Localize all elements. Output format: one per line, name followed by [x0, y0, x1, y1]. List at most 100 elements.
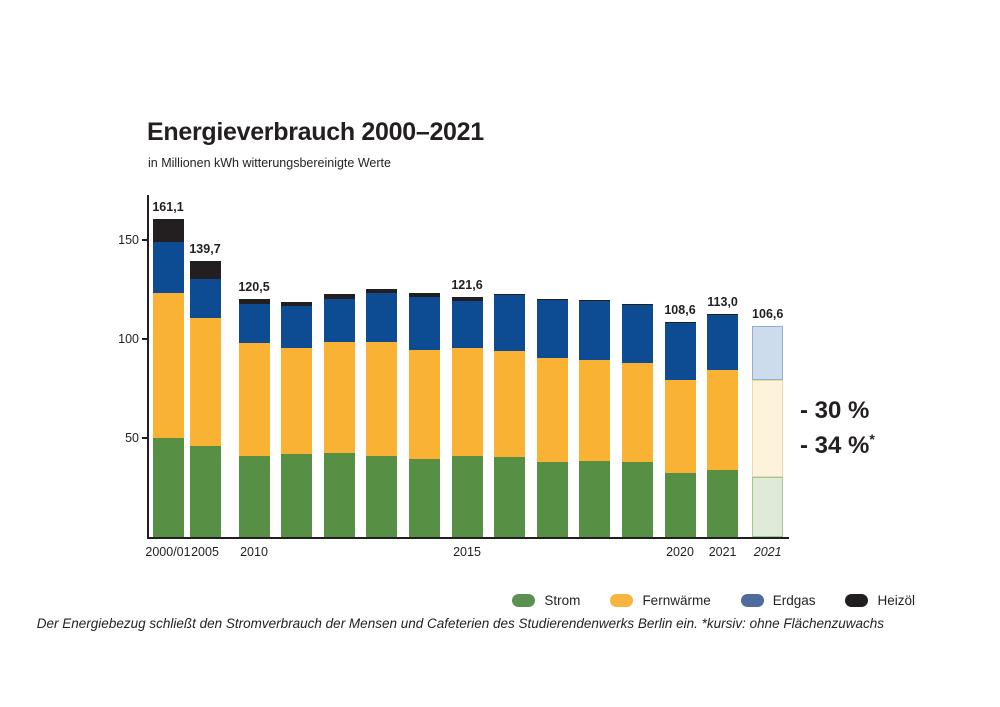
segment-heizöl — [621, 303, 653, 305]
segment-fernwärme — [238, 342, 270, 456]
segment-erdgas — [451, 301, 483, 349]
bar-2019 — [621, 303, 653, 537]
segment-erdgas — [152, 242, 184, 293]
bar-value-label: 106,6 — [752, 307, 784, 322]
x-axis-label-2015: 2015 — [453, 545, 481, 559]
bar-value-label: 120,5 — [238, 279, 270, 294]
segment-strom — [536, 462, 568, 537]
bar-value-label: 108,6 — [664, 303, 696, 318]
y-axis-tick — [142, 338, 149, 341]
segment-strom — [189, 446, 221, 537]
segment-strom — [494, 457, 526, 537]
segment-fernwärme — [536, 357, 568, 463]
bar-2016 — [494, 294, 526, 537]
legend-item-fernwärme: Fernwärme — [610, 593, 711, 608]
legend-swatch-icon — [740, 594, 764, 607]
chart-subtitle: in Millionen kWh witterungsbereinigte We… — [148, 156, 391, 170]
segment-fernwärme — [189, 318, 221, 447]
bar-value-label: 161,1 — [152, 199, 184, 214]
segment-fernwärme — [752, 379, 784, 477]
bar-2014 — [408, 292, 440, 537]
legend-label: Strom — [544, 593, 581, 608]
bar-2012 — [323, 294, 355, 537]
segment-heizöl — [408, 292, 440, 298]
segment-fernwärme — [451, 348, 483, 456]
y-axis-tick — [142, 239, 149, 242]
reduction-line-1: - 30 % — [800, 397, 870, 424]
bar-value-label: 139,7 — [189, 241, 221, 256]
x-axis-label-2000-01: 2000/01 — [145, 545, 191, 559]
legend-label: Erdgas — [772, 593, 816, 608]
segment-heizöl — [323, 294, 355, 299]
segment-heizöl — [281, 301, 313, 307]
segment-strom — [323, 452, 355, 537]
segment-strom — [408, 458, 440, 537]
bar-2020 — [664, 322, 696, 537]
segment-strom — [707, 469, 739, 537]
segment-heizöl — [536, 299, 568, 300]
segment-erdgas — [323, 299, 355, 342]
segment-strom — [152, 438, 184, 537]
segment-heizöl — [664, 322, 696, 324]
segment-strom — [752, 476, 784, 537]
segment-erdgas — [579, 300, 611, 361]
segment-erdgas — [664, 323, 696, 381]
segment-fernwärme — [323, 341, 355, 453]
bar-2015 — [451, 296, 483, 537]
legend-item-erdgas: Erdgas — [740, 593, 816, 608]
legend-swatch-icon — [512, 594, 536, 607]
bar-value-label: 121,6 — [451, 277, 483, 292]
bar-2018 — [579, 300, 611, 537]
legend-label: Heizöl — [877, 593, 915, 608]
legend-label: Fernwärme — [642, 593, 711, 608]
plot-area: 50 100 150 161,1 139,7 120,5 121,6 108,6 113,0 10… — [118, 195, 789, 559]
segment-erdgas — [752, 326, 784, 380]
segment-fernwärme — [366, 342, 398, 456]
segment-fernwärme — [579, 360, 611, 462]
legend-item-strom: Strom — [512, 593, 580, 608]
segment-heizöl — [152, 218, 184, 243]
bar-2021 — [707, 313, 739, 537]
segment-heizöl — [707, 313, 739, 315]
segment-erdgas — [494, 295, 526, 352]
segment-heizöl — [494, 294, 526, 296]
x-axis-label-2010: 2010 — [240, 545, 268, 559]
x-axis-label-2021: 2021 — [708, 545, 737, 559]
legend-swatch-icon — [845, 594, 869, 607]
segment-fernwärme — [707, 369, 739, 470]
y-axis-tick — [142, 437, 149, 440]
segment-strom — [579, 461, 611, 537]
segment-strom — [451, 455, 483, 537]
reduction-line-2: - 34 %* — [800, 431, 875, 459]
segment-heizöl — [366, 288, 398, 294]
x-axis-label-2020: 2020 — [666, 545, 694, 559]
chart-title: Energieverbrauch 2000–2021 — [147, 118, 484, 146]
segment-strom — [621, 462, 653, 537]
x-axis-label-2005: 2005 — [191, 545, 219, 559]
segment-erdgas — [281, 306, 313, 349]
segment-heizöl — [189, 260, 221, 280]
bar-2010 — [238, 298, 270, 537]
y-axis-tick-label: 150 — [118, 233, 139, 248]
segment-strom — [664, 473, 696, 537]
bar-2011 — [281, 301, 313, 537]
segment-fernwärme — [281, 348, 313, 455]
segment-heizöl — [238, 298, 270, 304]
segment-fernwärme — [408, 349, 440, 459]
segment-strom — [281, 454, 313, 537]
x-axis-label-2021-projection: 2021 — [753, 545, 782, 559]
bar-2013 — [366, 288, 398, 537]
segment-strom — [238, 455, 270, 537]
y-axis-tick-label: 50 — [125, 431, 139, 446]
segment-erdgas — [621, 304, 653, 364]
reduction-annotation: - 30 % - 34 %* — [800, 396, 875, 460]
segment-erdgas — [408, 297, 440, 350]
segment-heizöl — [451, 296, 483, 302]
segment-erdgas — [238, 303, 270, 343]
segment-fernwärme — [494, 351, 526, 458]
bar-2005 — [189, 260, 221, 537]
segment-heizöl — [579, 300, 611, 301]
segment-strom — [366, 455, 398, 537]
segment-erdgas — [189, 279, 221, 319]
